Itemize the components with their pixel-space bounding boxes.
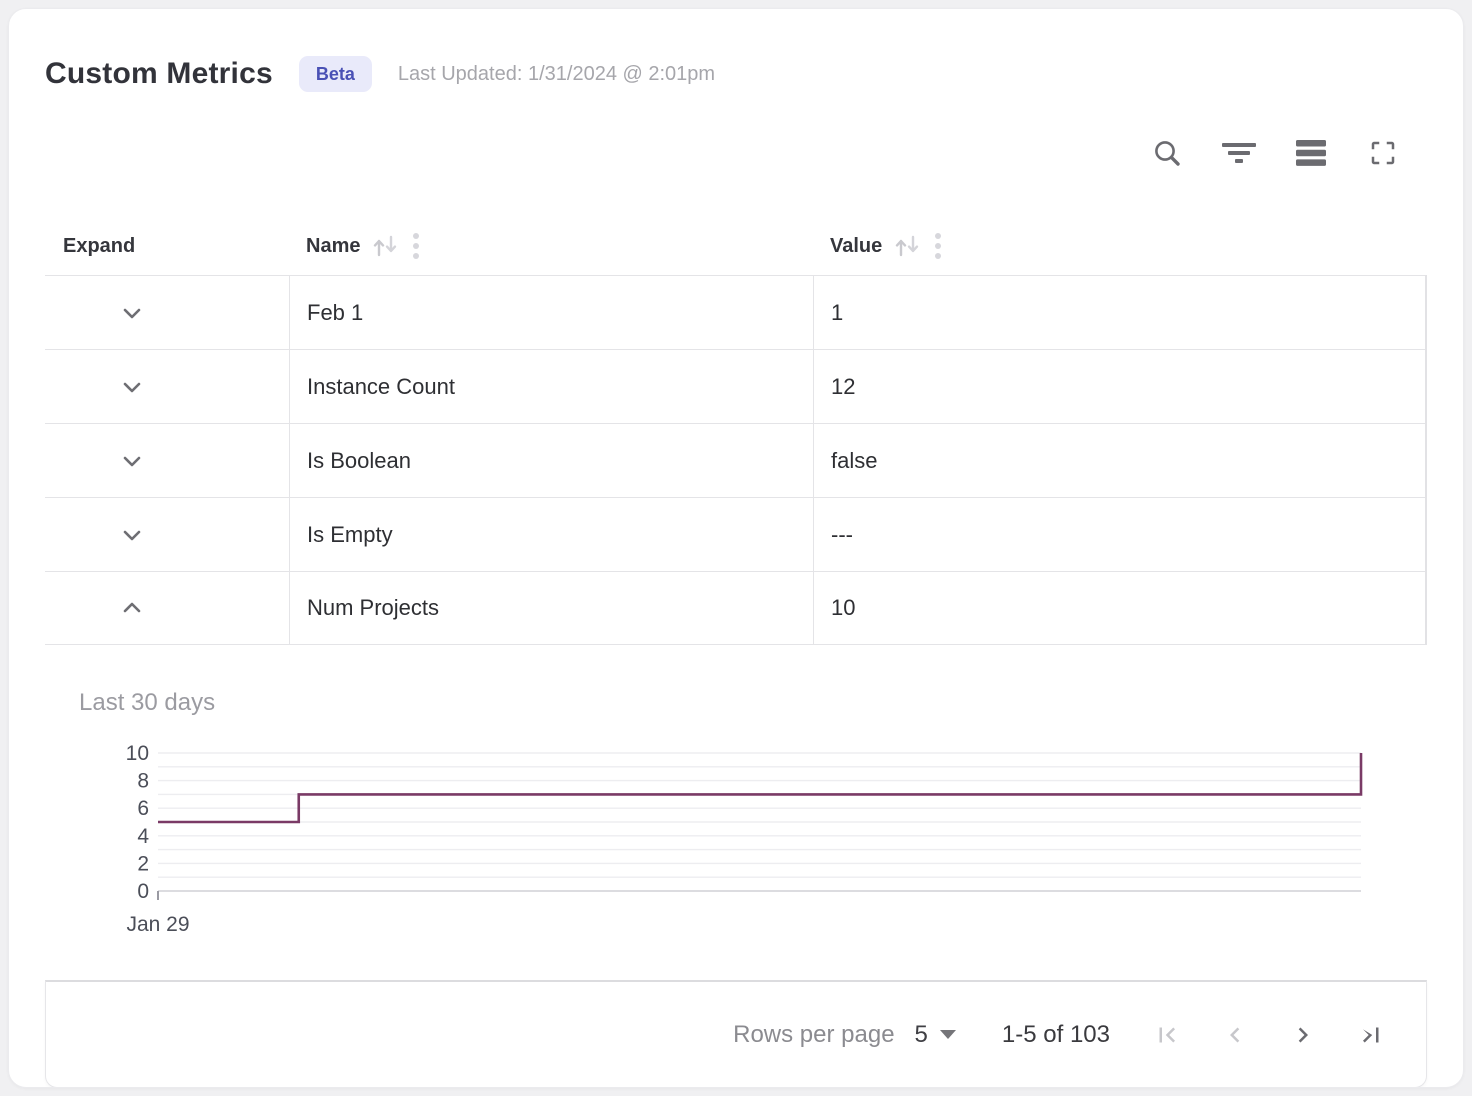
chevron-left-icon (1230, 1027, 1240, 1042)
metric-name-cell: Is Empty (289, 498, 813, 571)
column-menu-icon[interactable] (412, 232, 420, 260)
column-header-name[interactable]: Name (289, 232, 813, 260)
fullscreen-button[interactable] (1367, 139, 1399, 171)
last-updated-text: Last Updated: 1/31/2024 @ 2:01pm (397, 62, 716, 85)
svg-text:10: 10 (126, 743, 149, 765)
filter-button[interactable] (1222, 139, 1256, 171)
column-header-label: Name (306, 234, 361, 257)
column-menu-icon[interactable] (934, 232, 942, 260)
table-footer: Rows per page 5 1-5 of 103 (45, 980, 1427, 1087)
svg-text:0: 0 (137, 880, 149, 903)
collapse-row-button[interactable] (119, 595, 145, 621)
svg-text:Jan 29: Jan 29 (126, 913, 189, 936)
svg-text:6: 6 (137, 797, 149, 820)
table-row: Is Empty --- (45, 497, 1425, 571)
expanded-row-panel: Last 30 days 0 2 4 6 8 10 Jan 29 (45, 689, 1427, 948)
metric-value-cell: false (813, 424, 1453, 497)
dropdown-caret-icon (939, 1030, 956, 1039)
metric-name-cell: Is Boolean (289, 424, 813, 497)
chevron-right-icon (1298, 1027, 1308, 1042)
last-page-button[interactable] (1356, 1020, 1386, 1050)
table-row: Instance Count 12 (45, 349, 1425, 423)
chart-title: Last 30 days (79, 689, 216, 716)
rows-per-page-value: 5 (914, 1020, 928, 1048)
custom-metrics-card: Custom Metrics Beta Last Updated: 1/31/2… (8, 8, 1464, 1088)
first-page-button[interactable] (1152, 1020, 1182, 1050)
num-projects-chart: 0 2 4 6 8 10 Jan 29 (45, 742, 1427, 948)
rows-per-page-select[interactable]: 5 (915, 1021, 956, 1049)
density-button[interactable] (1295, 139, 1327, 171)
metric-name-cell: Instance Count (289, 350, 813, 423)
column-header-label: Expand (63, 234, 136, 257)
metric-name-cell: Num Projects (289, 572, 813, 644)
column-header-label: Value (830, 234, 883, 257)
table-body: Feb 1 1 Instance Count 12 Is Boolean fal… (45, 275, 1427, 645)
sort-icon[interactable] (894, 234, 920, 258)
previous-page-button[interactable] (1220, 1020, 1250, 1050)
metric-value-cell: --- (813, 498, 1453, 571)
pagination-range: 1-5 of 103 (1001, 1020, 1110, 1048)
last-page-icon (1362, 1027, 1379, 1042)
search-icon (1152, 138, 1182, 173)
filter-icon (1222, 140, 1256, 171)
page-header: Custom Metrics Beta Last Updated: 1/31/2… (45, 51, 1427, 97)
svg-text:2: 2 (137, 852, 149, 875)
svg-text:8: 8 (137, 770, 149, 793)
column-header-expand: Expand (45, 235, 289, 258)
fullscreen-icon (1368, 138, 1398, 173)
pagination-buttons (1152, 1020, 1386, 1050)
rows-per-page-label: Rows per page (733, 1020, 895, 1048)
density-icon (1296, 139, 1326, 171)
metric-value-cell: 10 (813, 572, 1453, 644)
table-header-row: Expand Name Value (45, 217, 1427, 275)
beta-badge: Beta (298, 56, 372, 92)
metric-value-cell: 1 (813, 276, 1453, 349)
sort-icon[interactable] (372, 234, 398, 258)
first-page-icon (1159, 1027, 1176, 1042)
column-header-value[interactable]: Value (813, 232, 1427, 260)
expand-row-button[interactable] (119, 522, 145, 548)
expand-row-button[interactable] (119, 448, 145, 474)
expand-row-button[interactable] (119, 300, 145, 326)
expand-row-button[interactable] (119, 374, 145, 400)
table-row: Feb 1 1 (45, 275, 1425, 349)
table-row: Num Projects 10 (45, 571, 1425, 645)
page-title: Custom Metrics (45, 57, 273, 90)
table-row: Is Boolean false (45, 423, 1425, 497)
next-page-button[interactable] (1288, 1020, 1318, 1050)
table-toolbar (45, 139, 1427, 171)
metric-value-cell: 12 (813, 350, 1453, 423)
svg-text:4: 4 (137, 825, 149, 848)
metric-name-cell: Feb 1 (289, 276, 813, 349)
search-button[interactable] (1151, 139, 1183, 171)
